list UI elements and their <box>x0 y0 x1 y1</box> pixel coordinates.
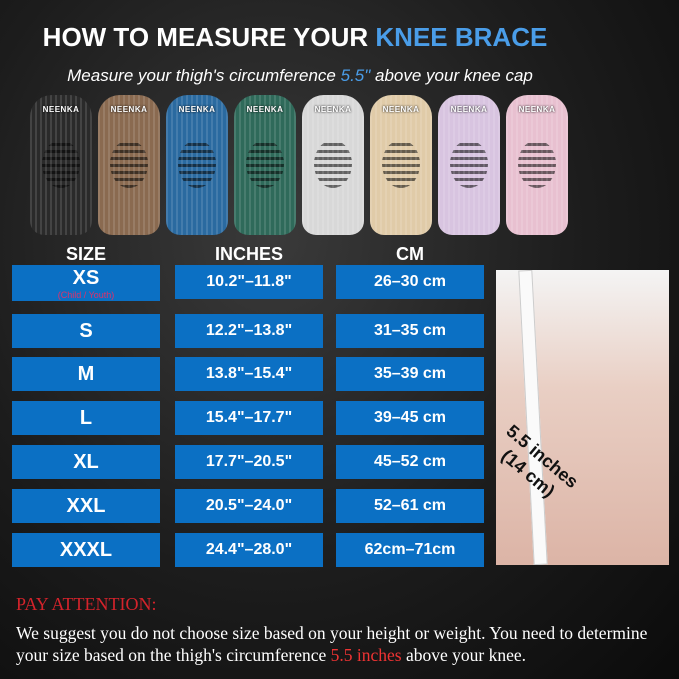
subtitle-pre: Measure your thigh's circumference <box>67 66 341 85</box>
attention-heading: PAY ATTENTION: <box>16 594 157 614</box>
cell-text: S <box>79 319 93 342</box>
cell-text: 26–30 cm <box>373 273 447 290</box>
size-cell-size: XS (Child / Youth) <box>12 265 160 301</box>
cell-text: 10.2"–11.8" <box>206 273 292 290</box>
knee-brace-image: NEENKA <box>302 95 364 235</box>
cell-text: 15.4"–17.7" <box>205 409 293 426</box>
knee-brace-image: NEENKA <box>166 95 228 235</box>
cell-text: 35–39 cm <box>373 365 447 382</box>
cell-text: 45–52 cm <box>373 453 447 470</box>
attention-text-post: above your knee. <box>401 645 527 665</box>
subtitle: Measure your thigh's circumference 5.5" … <box>0 66 600 86</box>
cell-text: L <box>79 406 93 429</box>
cell-text: 12.2"–13.8" <box>205 322 293 339</box>
cell-text: 52–61 cm <box>373 497 447 514</box>
header-size: SIZE <box>65 244 106 264</box>
size-cell-size: XL <box>12 445 160 479</box>
brand-label: NEENKA <box>246 105 284 114</box>
size-cell-size: XXL <box>12 489 160 523</box>
size-cell-cm: 45–52 cm <box>336 445 484 479</box>
cell-text: 31–35 cm <box>373 322 447 339</box>
size-cell-cm: 35–39 cm <box>336 357 484 391</box>
title-main: HOW TO MEASURE YOUR <box>42 22 376 52</box>
cell-text: 20.5"–24.0" <box>205 497 293 514</box>
knee-brace-image: NEENKA <box>98 95 160 235</box>
attention-text: We suggest you do not choose size based … <box>16 622 676 666</box>
brand-label: NEENKA <box>382 105 420 114</box>
knee-brace-image: NEENKA <box>370 95 432 235</box>
cell-text: 39–45 cm <box>373 409 447 426</box>
brand-label: NEENKA <box>42 105 80 114</box>
knee-brace-gallery: NEENKA NEENKA NEENKA NEENKA NEENKA NEENKA NEEN… <box>30 95 568 235</box>
knee-brace-image: NEENKA <box>234 95 296 235</box>
cell-text: 13.8"–15.4" <box>205 365 293 382</box>
measuring-tape <box>518 270 548 565</box>
cell-text: 24.4"–28.0" <box>205 541 293 558</box>
page-title: HOW TO MEASURE YOUR KNEE BRACE <box>0 22 590 53</box>
size-cell-cm: 52–61 cm <box>336 489 484 523</box>
header-inches: INCHES <box>214 244 283 264</box>
cell-text: 17.7"–20.5" <box>205 453 293 470</box>
cell-text: 62cm–71cm <box>364 541 456 558</box>
knee-brace-image: NEENKA <box>438 95 500 235</box>
size-cell-cm: 62cm–71cm <box>336 533 484 567</box>
cell-text: XXL <box>66 494 106 517</box>
header-cm: CM <box>396 244 424 264</box>
brand-label: NEENKA <box>110 105 148 114</box>
size-cell-size: M <box>12 357 160 391</box>
size-cell-inches: 10.2"–11.8" <box>175 265 323 299</box>
cell-text: XL <box>73 450 99 473</box>
size-note: (Child / Youth) <box>57 289 115 300</box>
brand-label: NEENKA <box>178 105 216 114</box>
size-cell-inches: 15.4"–17.7" <box>175 401 323 435</box>
subtitle-post: above your knee cap <box>370 66 533 85</box>
attention-accent: 5.5 inches <box>330 645 402 665</box>
thigh-measure-photo: 5.5 inches (14 cm) <box>496 270 669 565</box>
size-cell-size: XXXL <box>12 533 160 567</box>
size-cell-inches: 20.5"–24.0" <box>175 489 323 523</box>
brand-label: NEENKA <box>450 105 488 114</box>
title-accent: KNEE BRACE <box>375 22 548 52</box>
size-cell-inches: 24.4"–28.0" <box>175 533 323 567</box>
size-cell-inches: 12.2"–13.8" <box>175 314 323 348</box>
size-cell-inches: 13.8"–15.4" <box>175 357 323 391</box>
size-cell-size: S <box>12 314 160 348</box>
size-cell-inches: 17.7"–20.5" <box>175 445 323 479</box>
knee-brace-image: NEENKA <box>30 95 92 235</box>
cell-text: XXXL <box>59 538 113 561</box>
subtitle-accent: 5.5" <box>340 66 371 85</box>
cell-text: XS <box>72 266 100 289</box>
brand-label: NEENKA <box>518 105 556 114</box>
attention-text-pre: We suggest you do not choose size based … <box>16 623 648 665</box>
size-cell-cm: 26–30 cm <box>336 265 484 299</box>
knee-brace-image: NEENKA <box>506 95 568 235</box>
size-cell-cm: 31–35 cm <box>336 314 484 348</box>
brand-label: NEENKA <box>314 105 352 114</box>
cell-text: M <box>77 362 95 385</box>
size-cell-cm: 39–45 cm <box>336 401 484 435</box>
size-cell-size: L <box>12 401 160 435</box>
